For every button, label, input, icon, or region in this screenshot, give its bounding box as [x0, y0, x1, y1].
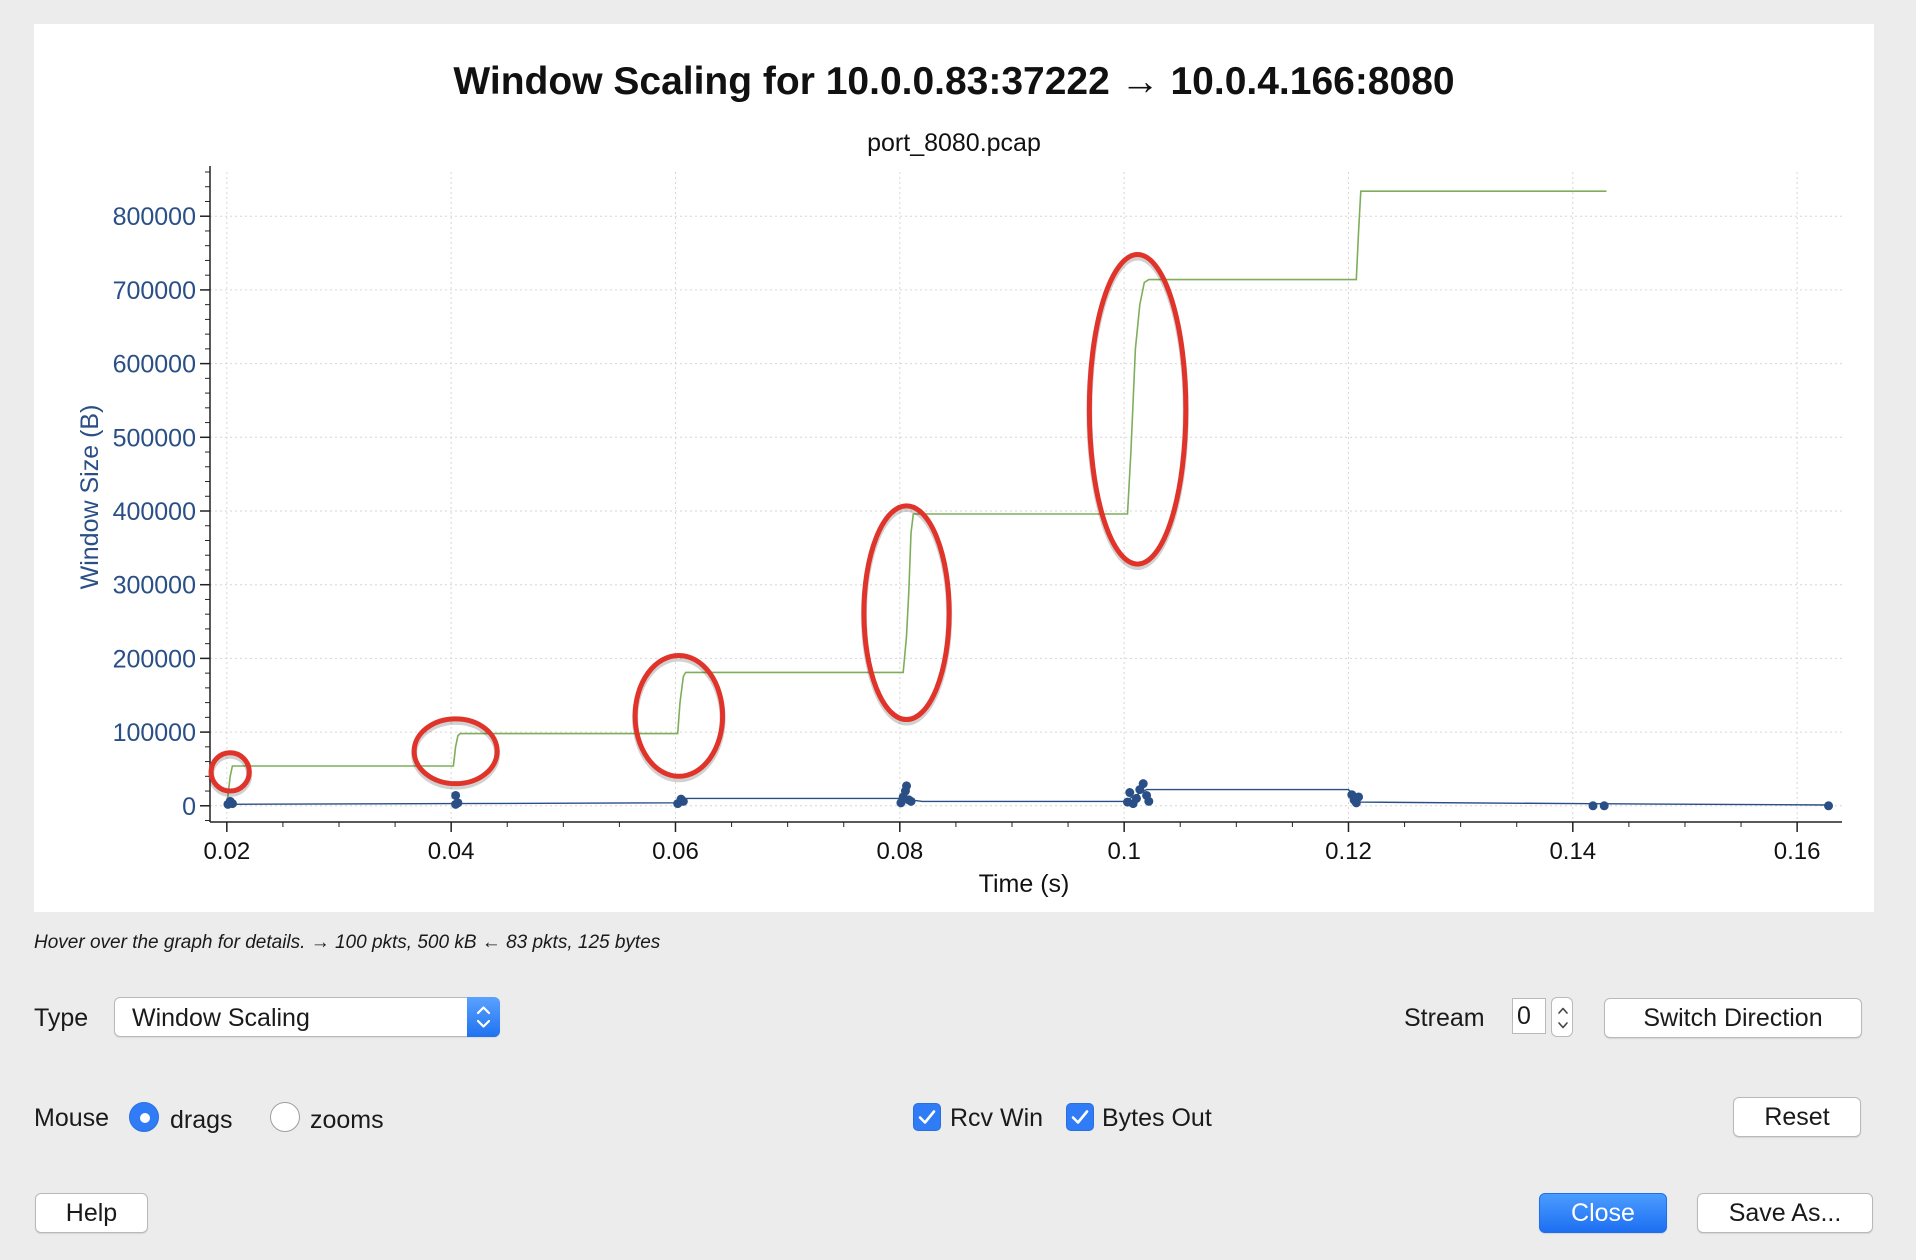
- close-button[interactable]: Close: [1539, 1193, 1667, 1233]
- x-tick-label: 0.06: [652, 838, 699, 865]
- y-tick-label: 400000: [113, 498, 196, 526]
- red-ellipse-annotation: [1086, 252, 1189, 567]
- y-tick-label: 500000: [113, 424, 196, 452]
- stepper-arrows-icon: [1558, 1007, 1568, 1029]
- packet-marker: [906, 796, 916, 806]
- y-tick-label: 600000: [113, 351, 196, 379]
- stream-stepper[interactable]: [1551, 997, 1573, 1037]
- x-tick-label: 0.04: [428, 838, 475, 865]
- bytes-out-label[interactable]: Bytes Out: [1102, 1104, 1212, 1132]
- zooms-label[interactable]: zooms: [310, 1106, 384, 1134]
- type-select-value: Window Scaling: [132, 1004, 310, 1032]
- red-ellipse-annotation: [632, 652, 726, 779]
- packet-marker: [227, 799, 237, 809]
- bytes-out-checkbox[interactable]: [1066, 1103, 1094, 1131]
- rcv-win-checkbox[interactable]: [913, 1103, 941, 1131]
- x-tick-label: 0.02: [203, 838, 250, 865]
- y-tick-label: 700000: [113, 277, 196, 305]
- y-tick-label: 100000: [113, 719, 196, 747]
- y-tick-label: 200000: [113, 645, 196, 673]
- rcv-win-series: [226, 190, 1607, 806]
- plot-panel[interactable]: Window Scaling for 10.0.0.83:37222 → 10.…: [34, 24, 1874, 912]
- y-tick-label: 0: [182, 793, 196, 821]
- packet-marker: [1131, 793, 1141, 803]
- mouse-label: Mouse: [34, 1104, 110, 1132]
- drags-radio[interactable]: [129, 1102, 159, 1132]
- packet-marker: [1824, 801, 1834, 811]
- chart-title: Window Scaling for 10.0.0.83:37222 → 10.…: [453, 60, 1454, 103]
- stream-label: Stream: [1404, 1004, 1485, 1032]
- type-select[interactable]: Window Scaling: [114, 997, 500, 1037]
- chart-subtitle: port_8080.pcap: [867, 129, 1041, 157]
- help-button[interactable]: Help: [35, 1193, 148, 1233]
- reset-button[interactable]: Reset: [1733, 1097, 1861, 1137]
- zooms-radio[interactable]: [270, 1102, 300, 1132]
- x-tick-label: 0.14: [1549, 838, 1596, 865]
- packet-marker: [1354, 792, 1364, 802]
- type-label: Type: [34, 1004, 89, 1032]
- packet-marker: [1138, 779, 1148, 789]
- x-tick-label: 0.1: [1107, 838, 1140, 865]
- packet-marker: [1144, 796, 1154, 806]
- y-tick-label: 300000: [113, 572, 196, 600]
- window-scaling-chart[interactable]: Window Scaling for 10.0.0.83:37222 → 10.…: [34, 24, 1874, 912]
- packet-marker: [453, 798, 463, 808]
- packet-marker: [678, 796, 688, 806]
- check-icon: [1071, 1110, 1089, 1124]
- x-tick-label: 0.12: [1325, 838, 1372, 865]
- bytes-out-series: [226, 788, 1829, 806]
- y-tick-label: 800000: [113, 203, 196, 231]
- packet-marker: [451, 790, 461, 800]
- select-arrows-icon: [467, 997, 500, 1037]
- rcv-win-label[interactable]: Rcv Win: [950, 1104, 1044, 1132]
- packet-marker: [1125, 788, 1135, 798]
- x-axis-label: Time (s): [979, 870, 1070, 898]
- save-as-button[interactable]: Save As...: [1697, 1193, 1873, 1233]
- hover-hint: Hover over the graph for details. → 100 …: [34, 932, 661, 953]
- packet-marker: [902, 781, 912, 791]
- red-ellipse-annotation: [861, 503, 952, 723]
- red-ellipse-annotation: [411, 716, 500, 787]
- y-axis-label: Window Size (B): [76, 405, 104, 590]
- packet-marker: [1599, 801, 1609, 811]
- switch-direction-button[interactable]: Switch Direction: [1604, 998, 1862, 1038]
- check-icon: [918, 1110, 936, 1124]
- drags-label[interactable]: drags: [170, 1106, 233, 1134]
- x-tick-label: 0.16: [1774, 838, 1821, 865]
- stream-input[interactable]: 0: [1512, 998, 1546, 1034]
- x-tick-label: 0.08: [876, 838, 923, 865]
- red-ellipse-annotation: [208, 750, 252, 794]
- packet-marker: [1588, 801, 1598, 811]
